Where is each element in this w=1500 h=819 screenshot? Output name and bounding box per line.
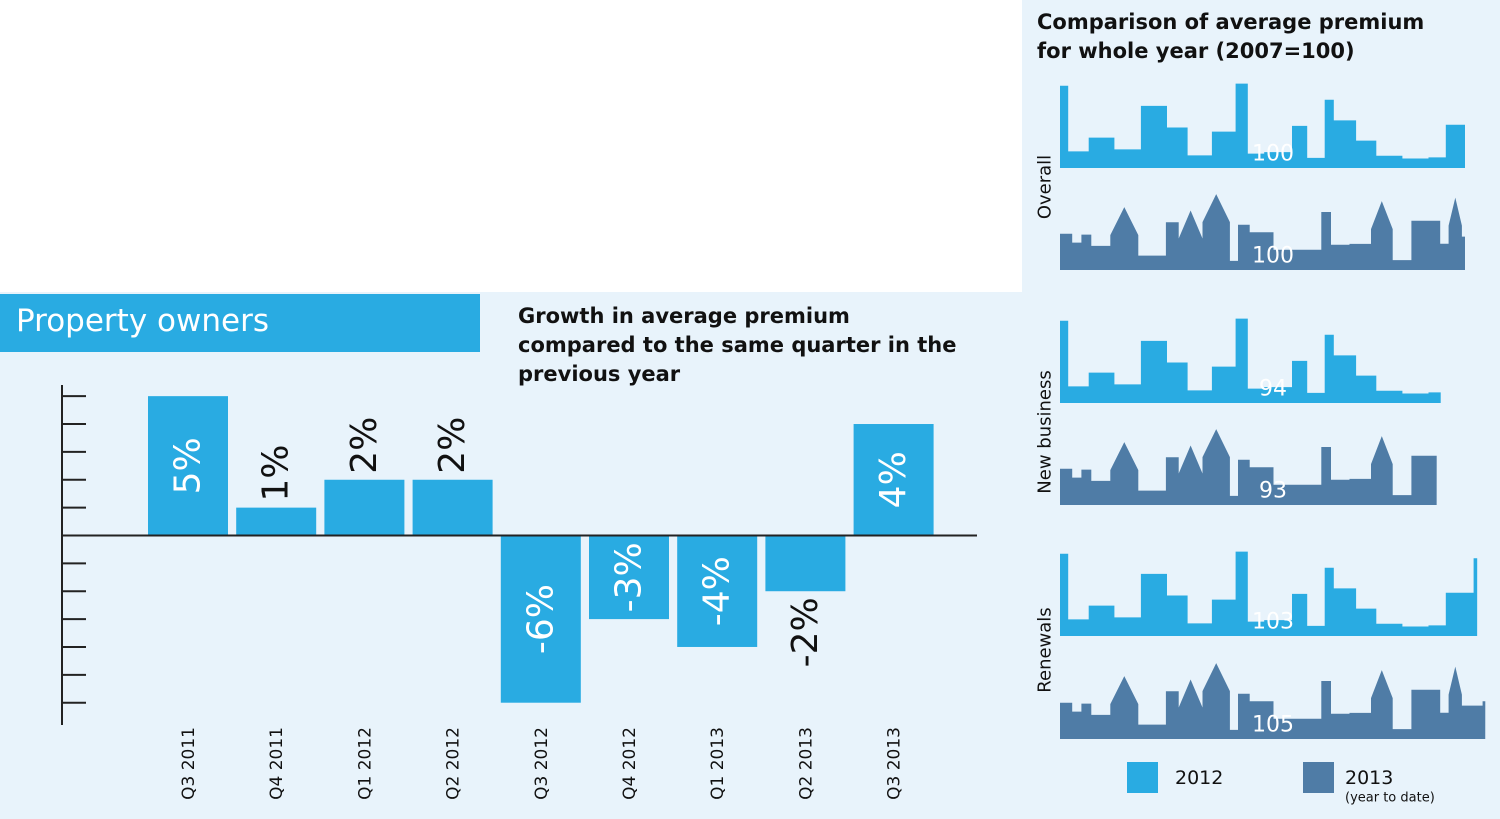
section-title: Property owners — [0, 294, 480, 352]
value-label: 4% — [873, 451, 914, 508]
value-label: 1% — [256, 444, 297, 501]
chart-title: Comparison of average premium for whole … — [1037, 10, 1425, 63]
bar — [677, 535, 758, 647]
x-tick-label: Q4 2012 — [620, 727, 640, 800]
x-tick-label: Q3 2013 — [885, 727, 905, 800]
x-tick-label: Q2 2013 — [796, 727, 816, 800]
x-tick-label: Q3 2011 — [179, 727, 199, 800]
value-label: -6% — [520, 584, 561, 654]
row-label: Renewals — [1035, 607, 1056, 692]
bar — [412, 479, 493, 536]
bar — [324, 479, 405, 536]
value-label: -4% — [697, 556, 738, 626]
row-label: New business — [1035, 370, 1056, 493]
value-label: -3% — [609, 542, 650, 612]
legend-swatch — [1127, 762, 1158, 793]
value-label: 5% — [168, 437, 209, 494]
skyline — [1060, 194, 1465, 270]
bar — [589, 535, 669, 620]
skyline — [1060, 551, 1478, 636]
background — [1022, 0, 1500, 819]
x-tick-label: Q1 2013 — [708, 727, 728, 800]
legend-swatch — [1303, 762, 1334, 793]
value-label: 103 — [1252, 610, 1294, 635]
value-label: 100 — [1252, 142, 1294, 167]
skyline — [1060, 83, 1465, 168]
skyline — [1060, 663, 1486, 739]
bar — [500, 535, 581, 703]
value-label: 94 — [1259, 377, 1287, 402]
row-label: Overall — [1035, 155, 1056, 219]
x-tick-label: Q4 2011 — [267, 727, 287, 800]
skyline — [1060, 318, 1441, 403]
x-tick-label: Q1 2012 — [355, 727, 375, 800]
legend-label: 2013 — [1345, 767, 1393, 789]
x-tick-label: Q3 2012 — [532, 727, 552, 800]
bar — [853, 424, 934, 536]
bar — [148, 396, 228, 536]
value-label: 100 — [1252, 244, 1294, 269]
value-label: -2% — [785, 597, 826, 667]
bar — [765, 535, 846, 592]
value-label: 2% — [432, 417, 473, 474]
legend-note: (year to date) — [1345, 791, 1435, 806]
value-label: 2% — [344, 417, 385, 474]
chart-title: Growth in average premium compared to th… — [518, 304, 957, 386]
skyline — [1060, 429, 1437, 505]
x-tick-label: Q2 2012 — [444, 727, 464, 800]
bar — [236, 507, 317, 536]
value-label: 93 — [1259, 479, 1287, 504]
legend-label: 2012 — [1175, 767, 1223, 789]
value-label: 105 — [1252, 713, 1294, 738]
